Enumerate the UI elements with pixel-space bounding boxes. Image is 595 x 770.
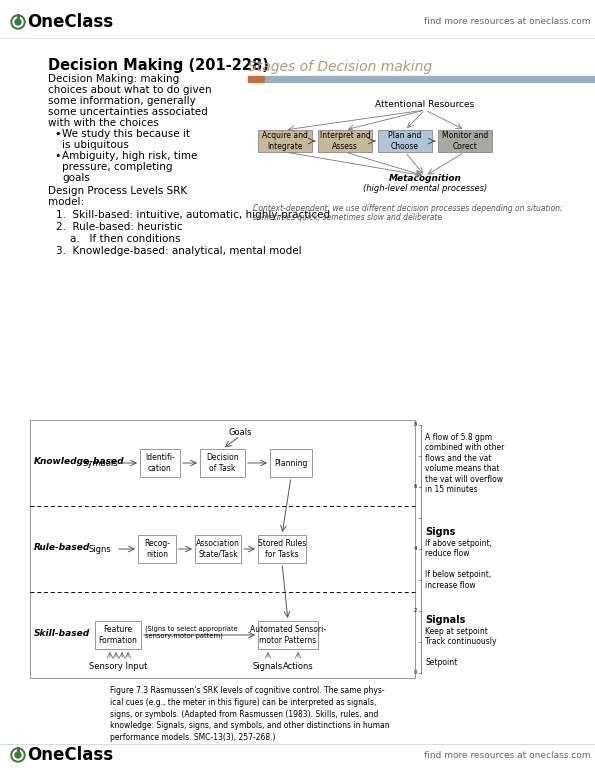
Ellipse shape xyxy=(13,17,23,27)
Text: OneClass: OneClass xyxy=(27,746,113,764)
Text: If above setpoint,
reduce flow

If below setpoint,
increase flow: If above setpoint, reduce flow If below … xyxy=(425,539,492,590)
Text: We study this because it: We study this because it xyxy=(62,129,190,139)
Text: Planning: Planning xyxy=(274,458,308,467)
Text: Signs: Signs xyxy=(89,544,111,554)
Text: Identifi-
cation: Identifi- cation xyxy=(145,454,175,473)
Bar xyxy=(200,449,245,477)
Text: Skill-based: Skill-based xyxy=(34,628,90,638)
Text: A flow of 5.8 gpm
combined with other
flows and the vat
volume means that
the va: A flow of 5.8 gpm combined with other fl… xyxy=(425,433,505,494)
Text: •: • xyxy=(54,151,61,161)
Text: 1.  Skill-based: intuitive, automatic, highly-practiced: 1. Skill-based: intuitive, automatic, hi… xyxy=(56,210,330,220)
Text: Rule-based: Rule-based xyxy=(34,543,90,551)
Text: (high-level mental processes): (high-level mental processes) xyxy=(363,184,487,193)
Text: Decision
of Task: Decision of Task xyxy=(206,454,239,473)
Text: (Signs to select appropriate
sensory-motor pattern): (Signs to select appropriate sensory-mot… xyxy=(145,625,238,639)
Text: pressure, completing: pressure, completing xyxy=(62,162,173,172)
Text: Metacognition: Metacognition xyxy=(389,174,462,183)
Bar xyxy=(30,420,415,678)
Text: •: • xyxy=(54,129,61,139)
Text: 6: 6 xyxy=(414,484,417,490)
Bar xyxy=(138,535,176,563)
Text: Monitor and
Corect: Monitor and Corect xyxy=(442,132,488,151)
Text: Keep at setpoint
Track continuously

Setpoint: Keep at setpoint Track continuously Setp… xyxy=(425,627,496,667)
Text: Signals: Signals xyxy=(253,662,283,671)
Bar xyxy=(140,449,180,477)
Ellipse shape xyxy=(11,15,25,29)
Text: Design Process Levels SRK: Design Process Levels SRK xyxy=(48,186,187,196)
Text: is ubiquitous: is ubiquitous xyxy=(62,140,129,150)
Bar xyxy=(195,535,241,563)
Text: 8: 8 xyxy=(414,423,417,427)
Text: 2.  Rule-based: heuristic: 2. Rule-based: heuristic xyxy=(56,222,183,232)
Text: Sensory Input: Sensory Input xyxy=(89,662,147,671)
Text: Figure 7.3 Rasmussen’s SRK levels of cognitive control. The same phys-
ical cues: Figure 7.3 Rasmussen’s SRK levels of cog… xyxy=(110,686,390,742)
Bar xyxy=(378,130,432,152)
Bar xyxy=(258,621,318,649)
Text: Signs: Signs xyxy=(425,527,455,537)
Text: 0: 0 xyxy=(414,671,417,675)
Text: Signals: Signals xyxy=(425,615,465,625)
Text: some uncertainties associated: some uncertainties associated xyxy=(48,107,208,117)
Text: Decision Making: making: Decision Making: making xyxy=(48,74,179,84)
Text: Acquire and
Integrate: Acquire and Integrate xyxy=(262,132,308,151)
Bar xyxy=(265,76,595,82)
Bar xyxy=(438,130,492,152)
Text: Stored Rules
for Tasks: Stored Rules for Tasks xyxy=(258,539,306,559)
Text: goals: goals xyxy=(62,173,90,183)
Text: a.   If then conditions: a. If then conditions xyxy=(70,234,180,244)
Text: 3.  Knowledge-based: analytical, mental model: 3. Knowledge-based: analytical, mental m… xyxy=(56,246,302,256)
Text: Plan and
Choose: Plan and Choose xyxy=(389,132,422,151)
Text: Actions: Actions xyxy=(283,662,314,671)
Text: Attentional Resources: Attentional Resources xyxy=(375,100,475,109)
Text: find more resources at oneclass.com: find more resources at oneclass.com xyxy=(424,18,590,26)
Text: Stages of Decision making: Stages of Decision making xyxy=(248,60,432,74)
Bar xyxy=(258,130,312,152)
Text: find more resources at oneclass.com: find more resources at oneclass.com xyxy=(424,751,590,759)
Bar xyxy=(95,621,141,649)
Text: Recog-
nition: Recog- nition xyxy=(144,539,170,559)
Text: 2: 2 xyxy=(414,608,417,614)
Bar xyxy=(248,76,264,82)
Ellipse shape xyxy=(15,752,21,758)
Text: Goals: Goals xyxy=(228,428,252,437)
Text: Ambiguity, high risk, time: Ambiguity, high risk, time xyxy=(62,151,198,161)
Ellipse shape xyxy=(15,19,21,25)
Text: sometimes quick, sometimes slow and deliberate: sometimes quick, sometimes slow and deli… xyxy=(253,213,442,222)
Text: Interpret and
Assess: Interpret and Assess xyxy=(320,132,370,151)
Text: Feature
Formation: Feature Formation xyxy=(99,625,137,644)
Text: Automated Sensori-
motor Patterns: Automated Sensori- motor Patterns xyxy=(250,625,326,644)
Ellipse shape xyxy=(11,748,25,762)
Text: Symbols: Symbols xyxy=(82,458,118,467)
Text: some information, generally: some information, generally xyxy=(48,96,196,106)
Ellipse shape xyxy=(13,750,23,760)
Text: Association
State/Task: Association State/Task xyxy=(196,539,240,559)
Text: Context-dependent: we use different decision processes depending on situation;: Context-dependent: we use different deci… xyxy=(253,204,563,213)
Text: with with the choices: with with the choices xyxy=(48,118,159,128)
Text: Decision Making (201-228): Decision Making (201-228) xyxy=(48,58,269,73)
Text: model:: model: xyxy=(48,197,84,207)
Text: 4: 4 xyxy=(414,547,417,551)
Bar xyxy=(270,449,312,477)
Text: Knowledge-based: Knowledge-based xyxy=(34,457,124,466)
Bar xyxy=(318,130,372,152)
Text: OneClass: OneClass xyxy=(27,13,113,31)
Text: choices about what to do given: choices about what to do given xyxy=(48,85,212,95)
Bar xyxy=(258,535,306,563)
